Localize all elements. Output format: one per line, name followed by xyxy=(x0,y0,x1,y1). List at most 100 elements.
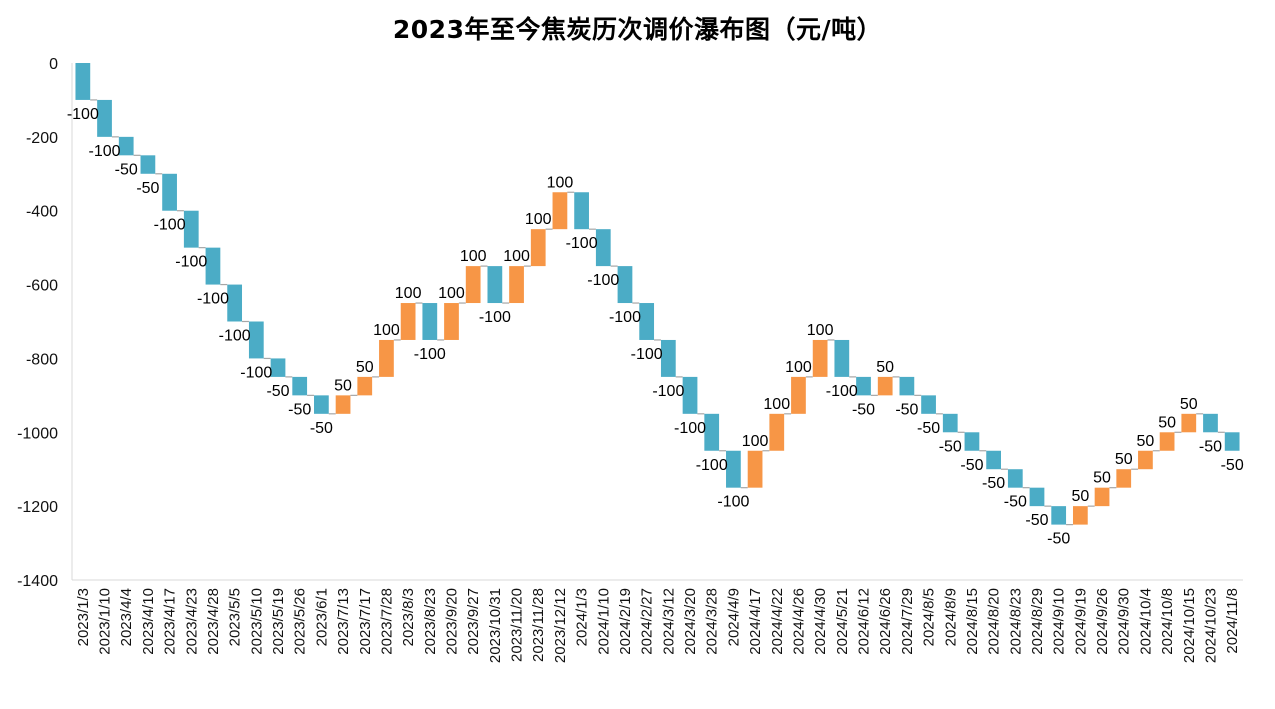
waterfall-bar xyxy=(1138,450,1153,470)
x-tick-label: 2023/4/4 xyxy=(118,588,135,646)
x-tick-label: 2024/4/9 xyxy=(725,588,742,646)
data-label: -50 xyxy=(266,383,289,400)
data-label: -100 xyxy=(240,364,272,381)
data-label: 100 xyxy=(785,359,812,376)
data-label: -100 xyxy=(631,346,663,363)
data-label: -100 xyxy=(67,106,99,123)
data-label: 100 xyxy=(373,322,400,339)
x-tick-label: 2024/10/23 xyxy=(1202,588,1219,663)
x-tick-label: 2023/5/5 xyxy=(227,588,244,646)
waterfall-bar xyxy=(986,450,1001,470)
x-tick-label: 2023/12/12 xyxy=(552,588,569,663)
x-axis-ticks: 2023/1/3 2023/1/10 2023/4/4 2023/4/10 2023/4… xyxy=(75,588,1241,663)
waterfall-bar xyxy=(75,63,91,100)
data-label: 50 xyxy=(1137,433,1155,450)
x-tick-label: 2024/8/29 xyxy=(1029,588,1046,655)
data-label: 50 xyxy=(1158,414,1176,431)
y-tick-label: -1400 xyxy=(17,573,58,590)
connector-lines xyxy=(90,99,1225,526)
x-tick-label: 2023/11/20 xyxy=(509,588,526,662)
data-label: 100 xyxy=(503,248,530,265)
data-label: 100 xyxy=(742,433,769,450)
waterfall-bar xyxy=(552,192,568,230)
y-tick-label: -200 xyxy=(26,130,58,147)
waterfall-bar xyxy=(726,450,741,488)
x-tick-label: 2023/7/17 xyxy=(357,588,374,655)
data-label: -50 xyxy=(895,401,918,418)
data-label: -100 xyxy=(89,143,121,160)
x-tick-label: 2024/9/30 xyxy=(1116,588,1133,655)
x-tick-label: 2023/5/26 xyxy=(292,588,309,655)
y-tick-label: -800 xyxy=(26,351,58,368)
x-tick-label: 2024/1/10 xyxy=(595,588,612,655)
x-tick-label: 2024/8/20 xyxy=(986,588,1003,655)
data-label: 100 xyxy=(460,248,487,265)
data-label: -50 xyxy=(1025,512,1048,529)
x-tick-label: 2024/8/15 xyxy=(964,588,981,655)
data-label: 50 xyxy=(356,359,374,376)
waterfall-bar xyxy=(487,266,503,304)
waterfall-bar xyxy=(509,266,524,304)
data-label: 50 xyxy=(1180,396,1198,413)
waterfall-bar xyxy=(292,376,308,396)
x-tick-label: 2024/5/21 xyxy=(834,588,851,655)
x-tick-label: 2023/8/23 xyxy=(422,588,439,655)
waterfall-bar xyxy=(964,432,980,451)
x-tick-label: 2024/6/12 xyxy=(856,588,873,655)
x-tick-label: 2023/9/27 xyxy=(465,588,482,655)
data-label: 50 xyxy=(1071,488,1089,505)
waterfall-bar xyxy=(1181,413,1197,433)
waterfall-bar xyxy=(97,99,112,137)
data-label: 50 xyxy=(1115,451,1133,468)
data-label: -100 xyxy=(197,291,229,308)
x-tick-label: 2023/4/17 xyxy=(162,588,179,655)
data-label: -100 xyxy=(696,457,728,474)
x-tick-label: 2024/8/5 xyxy=(921,588,938,646)
x-tick-label: 2024/6/26 xyxy=(877,588,894,655)
x-tick-label: 2024/4/26 xyxy=(790,588,807,655)
x-tick-label: 2024/4/22 xyxy=(769,588,786,655)
waterfall-bar xyxy=(465,266,481,304)
data-label: -50 xyxy=(982,475,1005,492)
waterfall-bar xyxy=(834,339,850,377)
x-tick-label: 2023/4/23 xyxy=(183,588,200,655)
x-tick-label: 2023/8/3 xyxy=(400,588,417,646)
y-tick-label: -400 xyxy=(26,204,58,221)
x-tick-label: 2023/10/31 xyxy=(487,588,504,663)
waterfall-bar xyxy=(1029,487,1045,507)
data-label: -50 xyxy=(939,438,962,455)
data-label: 50 xyxy=(334,377,352,394)
x-tick-label: 2023/5/19 xyxy=(270,588,287,655)
waterfall-bar xyxy=(183,210,199,248)
waterfall-bar xyxy=(1007,469,1023,488)
data-label: 100 xyxy=(763,396,790,413)
waterfall-bar xyxy=(357,376,373,396)
waterfall-bar xyxy=(248,321,264,359)
data-label: -100 xyxy=(566,235,598,252)
waterfall-bar xyxy=(270,358,286,377)
x-tick-label: 2024/8/9 xyxy=(942,588,959,646)
waterfall-bar xyxy=(530,229,546,267)
waterfall-bar xyxy=(856,376,871,396)
data-label: -50 xyxy=(917,420,940,437)
data-label: 50 xyxy=(1093,470,1111,487)
waterfall-bar xyxy=(1072,506,1088,525)
data-label: -50 xyxy=(1221,457,1244,474)
waterfall-bar xyxy=(162,173,177,211)
waterfall-bar xyxy=(400,303,416,340)
data-label: -50 xyxy=(1047,531,1070,548)
x-tick-label: 2024/10/4 xyxy=(1137,588,1154,655)
waterfall-bar xyxy=(639,303,655,340)
y-tick-label: -600 xyxy=(26,278,58,295)
x-tick-label: 2024/4/17 xyxy=(747,588,764,655)
data-label: -100 xyxy=(154,217,186,234)
waterfall-bar xyxy=(1203,413,1218,433)
data-label: -100 xyxy=(175,254,207,271)
data-label: -50 xyxy=(852,401,875,418)
data-label: 100 xyxy=(395,285,422,302)
x-tick-label: 2024/2/19 xyxy=(617,588,634,655)
data-label: -100 xyxy=(717,494,749,511)
data-label: -100 xyxy=(414,346,446,363)
x-tick-label: 2024/11/8 xyxy=(1224,588,1241,654)
y-tick-label: 0 xyxy=(49,56,58,73)
